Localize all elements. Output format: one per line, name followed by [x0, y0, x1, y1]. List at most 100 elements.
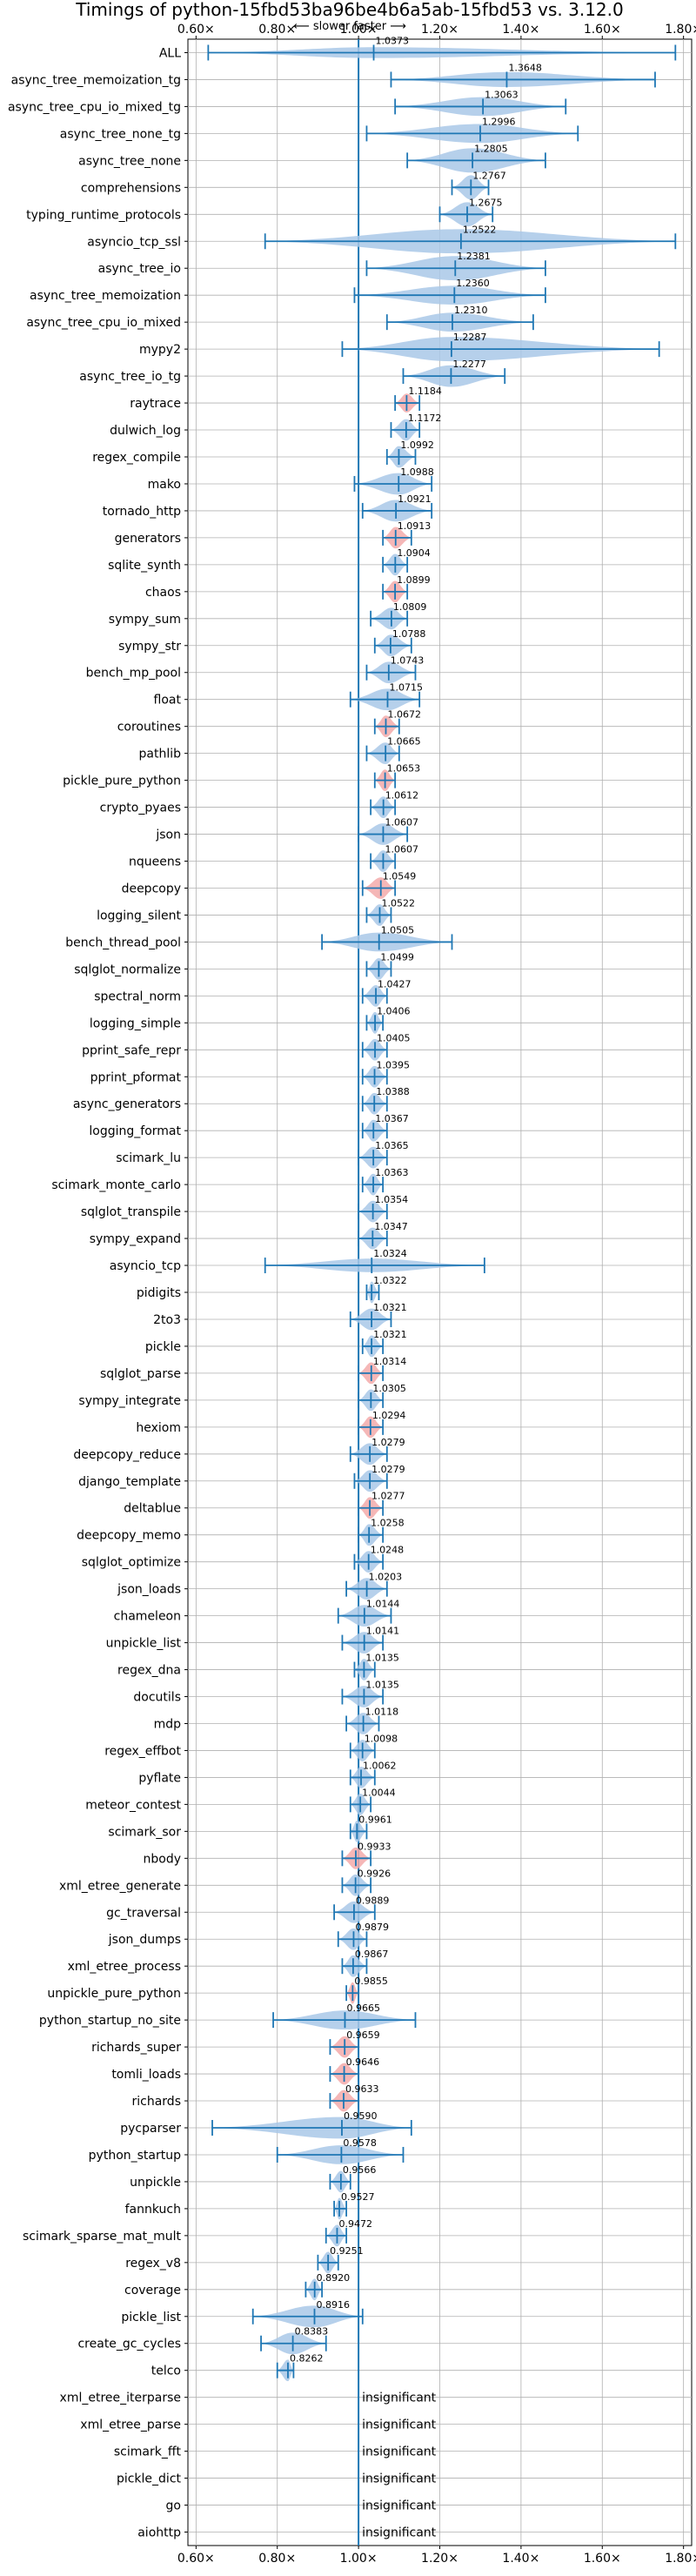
value-label: 1.0607: [385, 817, 418, 828]
insignificant-label: insignificant: [362, 2472, 437, 2486]
value-label: 1.2360: [456, 278, 490, 289]
insignificant-label: insignificant: [362, 2526, 437, 2540]
x-tick-label-top: 0.80×: [258, 23, 296, 37]
value-label: 1.0322: [373, 1275, 407, 1286]
benchmark-label: pprint_safe_repr: [82, 1043, 181, 1057]
benchmark-label: sympy_expand: [90, 1232, 181, 1246]
benchmark-label: asyncio_tcp_ssl: [87, 235, 181, 249]
x-tick-label-top: 1.80×: [665, 23, 696, 37]
value-label: 1.0904: [397, 547, 431, 559]
value-label: 0.9961: [358, 1814, 392, 1825]
x-tick-label-bottom: 1.40×: [502, 2552, 539, 2566]
benchmark-label: richards: [132, 2095, 182, 2109]
insignificant-label: insignificant: [362, 2418, 437, 2432]
benchmark-label: gc_traversal: [106, 1906, 181, 1920]
benchmark-label: django_template: [78, 1475, 181, 1489]
insignificant-label: insignificant: [362, 2445, 437, 2459]
value-label: 1.0992: [400, 439, 434, 451]
benchmark-label: xml_etree_iterparse: [60, 2392, 181, 2405]
value-label: 1.0607: [385, 844, 418, 855]
benchmark-label: mypy2: [139, 343, 181, 357]
benchmark-label: scimark_lu: [116, 1151, 181, 1165]
value-label: 1.2805: [474, 143, 508, 154]
benchmark-label: go: [166, 2499, 181, 2513]
benchmark-label: async_tree_io_tg: [79, 370, 181, 384]
x-tick-label-bottom: 1.60×: [584, 2552, 621, 2566]
value-label: 1.0044: [362, 1787, 396, 1798]
benchmark-label: sqlglot_parse: [100, 1367, 181, 1381]
value-label: 1.1184: [408, 386, 442, 397]
value-label: 1.0321: [373, 1302, 407, 1313]
value-label: 1.2996: [482, 116, 516, 127]
benchmark-label: regex_dna: [117, 1664, 181, 1678]
benchmark-label: unpickle_list: [106, 1637, 182, 1651]
value-label: 1.0899: [397, 574, 431, 586]
benchmark-label: scimark_fft: [114, 2445, 182, 2459]
benchmark-label: pidigits: [137, 1286, 181, 1300]
benchmark-label: mako: [148, 478, 181, 492]
value-label: 1.0499: [380, 951, 414, 963]
value-label: 1.0363: [375, 1167, 409, 1178]
benchmark-label: pickle_dict: [117, 2472, 182, 2486]
value-label: 1.1172: [408, 413, 442, 424]
value-label: 1.2522: [463, 224, 497, 235]
benchmark-label: json_dumps: [108, 1933, 181, 1947]
benchmark-label: async_tree_memoization_tg: [11, 73, 181, 87]
benchmark-label: deepcopy_reduce: [73, 1448, 181, 1462]
value-label: 1.2675: [469, 197, 503, 208]
value-label: 1.0427: [378, 978, 412, 989]
benchmark-label: json_loads: [117, 1583, 181, 1597]
value-label: 1.0988: [400, 466, 434, 478]
value-label: 1.0279: [371, 1464, 405, 1475]
value-label: 1.0743: [391, 655, 425, 667]
benchmark-label: python_startup_no_site: [39, 2014, 181, 2028]
benchmark-label: coverage: [124, 2284, 181, 2298]
benchmark-label: tomli_loads: [111, 2068, 181, 2082]
chart-subtitle: ⟵ slower faster ⟶: [293, 20, 406, 33]
value-label: 1.0258: [371, 1518, 405, 1529]
value-label: 1.0314: [373, 1356, 407, 1367]
benchmark-label: dulwich_log: [110, 424, 181, 438]
benchmark-label: sympy_str: [118, 640, 181, 654]
value-label: 1.0098: [365, 1733, 398, 1744]
value-label: 1.3648: [508, 62, 542, 73]
benchmark-label: fannkuch: [125, 2203, 181, 2217]
benchmark-label: scimark_sor: [108, 1825, 181, 1839]
benchmark-label: unpickle_pure_python: [47, 1987, 181, 2001]
benchmark-label: regex_v8: [125, 2257, 181, 2271]
benchmark-label: richards_super: [91, 2041, 181, 2055]
value-label: 1.0395: [377, 1059, 411, 1070]
value-label: 0.9566: [343, 2164, 377, 2176]
value-label: 1.0324: [373, 1248, 407, 1259]
benchmark-label: nqueens: [129, 855, 181, 869]
x-tick-label-bottom: 1.80×: [665, 2552, 696, 2566]
value-label: 0.9665: [346, 2002, 380, 2014]
benchmark-label: docutils: [133, 1691, 181, 1705]
value-label: 0.9633: [345, 2083, 379, 2095]
benchmark-label: bench_mp_pool: [86, 667, 181, 681]
insignificant-label: insignificant: [362, 2499, 437, 2513]
benchmark-label: generators: [115, 532, 181, 546]
benchmark-label: pycparser: [120, 2122, 181, 2136]
benchmark-label: deepcopy: [122, 882, 181, 896]
benchmark-label: aiohttp: [137, 2526, 181, 2540]
value-label: 1.2767: [472, 170, 506, 181]
value-label: 0.8262: [290, 2353, 324, 2365]
x-tick-label-top: 1.00×: [340, 23, 378, 37]
benchmark-label: float: [154, 694, 182, 708]
value-label: 1.0373: [376, 35, 410, 46]
benchmark-label: deltablue: [124, 1502, 181, 1516]
x-tick-label-top: 1.40×: [502, 23, 539, 37]
x-tick-label-top: 1.20×: [421, 23, 458, 37]
x-tick-label-top: 1.60×: [584, 23, 621, 37]
value-label: 1.0135: [365, 1680, 399, 1691]
benchmark-label: crypto_pyaes: [100, 802, 181, 815]
benchmark-label: async_tree_memoization: [30, 289, 181, 303]
benchmark-label: pprint_pformat: [90, 1070, 182, 1084]
benchmark-label: bench_thread_pool: [65, 936, 181, 949]
benchmark-label: nbody: [144, 1852, 182, 1866]
value-label: 0.8916: [316, 2299, 350, 2311]
insignificant-label: insignificant: [362, 2392, 437, 2405]
value-label: 1.0135: [365, 1653, 399, 1664]
